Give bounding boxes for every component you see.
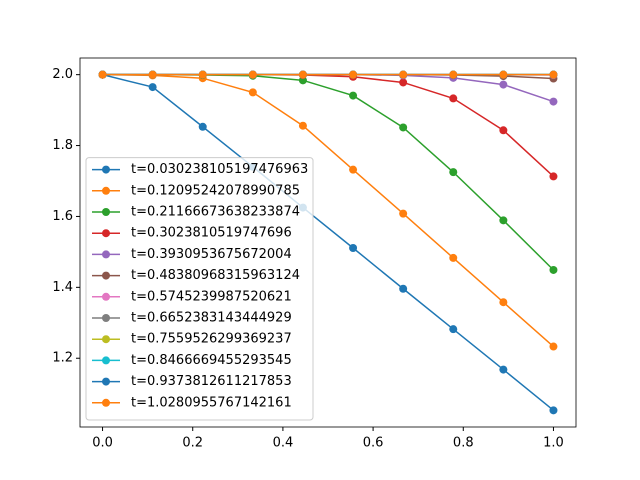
point (298, 121, 307, 130)
legend-marker (102, 398, 110, 407)
x-tick-label: 0.0 (92, 436, 113, 451)
series-line (102, 73, 554, 411)
y-tick-label: 1.4 (52, 280, 73, 295)
point (198, 122, 207, 131)
point (549, 265, 558, 274)
point (248, 88, 257, 97)
point (499, 298, 508, 307)
legend-label: t=0.6652383143444929 (131, 311, 292, 326)
point (549, 406, 558, 415)
legend-label: t=0.21166673638233874 (131, 205, 300, 220)
y-tick-label: 1.2 (52, 351, 73, 366)
point (549, 172, 558, 181)
point (499, 216, 508, 225)
legend-label: t=0.48380968315963124 (131, 268, 300, 283)
legend-label: t=0.5745239987520621 (131, 289, 292, 304)
point (349, 70, 358, 79)
legend-label: t=0.12095242078990785 (131, 183, 300, 198)
axes-frame (79, 57, 577, 428)
point (549, 70, 558, 79)
point (349, 243, 358, 252)
legend-label: t=0.9373812611217853 (131, 374, 292, 389)
y-tick-label: 1.6 (52, 209, 73, 224)
point (449, 94, 458, 103)
point (399, 123, 408, 132)
point (399, 209, 408, 218)
point (449, 168, 458, 177)
point (399, 284, 408, 293)
legend-label: t=0.3930953675672004 (131, 247, 292, 262)
point (499, 70, 508, 79)
legend-marker (102, 165, 110, 174)
point (549, 342, 558, 351)
point (499, 365, 508, 374)
point (449, 70, 458, 79)
point (549, 97, 558, 106)
legend-marker (102, 271, 110, 280)
legend-label: t=0.8466669455293545 (131, 353, 292, 368)
x-tick-label: 0.2 (182, 436, 203, 451)
x-tick-label: 0.6 (363, 436, 384, 451)
legend-marker (102, 314, 110, 322)
point (449, 253, 458, 262)
legend-marker (102, 356, 110, 365)
point (399, 78, 408, 87)
point (399, 70, 408, 79)
legend-marker (102, 250, 110, 259)
legend-label: t=0.7559526299369237 (131, 332, 292, 347)
point (148, 83, 157, 92)
legend-label: t=1.0280955767142161 (131, 395, 292, 410)
series-line (102, 73, 554, 348)
point (499, 126, 508, 135)
legend-marker (102, 292, 110, 301)
x-tick-label: 1.0 (543, 436, 564, 451)
x-tick-label: 0.8 (453, 436, 474, 451)
legend-label: t=0.3023810519747696 (131, 226, 292, 241)
point (248, 70, 257, 79)
legend-marker (102, 229, 110, 238)
y-tick-label: 1.8 (52, 138, 73, 153)
point (349, 91, 358, 100)
point (198, 70, 207, 79)
legend-marker (102, 377, 110, 386)
legend-label: t=0.030238105197476963 (131, 162, 308, 177)
point (298, 70, 307, 79)
point (449, 325, 458, 334)
point (148, 70, 157, 79)
point (349, 165, 358, 174)
legend-marker (102, 208, 110, 216)
x-tick-label: 0.4 (273, 436, 294, 451)
legend-box (85, 157, 314, 421)
point (98, 70, 107, 79)
point (499, 80, 508, 89)
legend-marker (102, 186, 110, 195)
y-tick-label: 2.0 (52, 67, 73, 82)
legend-marker (102, 335, 110, 344)
